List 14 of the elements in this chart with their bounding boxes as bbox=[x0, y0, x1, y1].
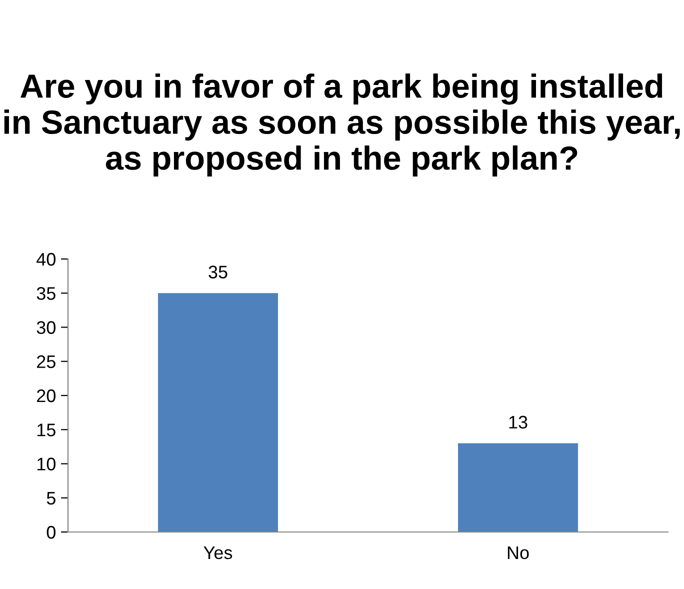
data-label: 13 bbox=[509, 416, 528, 429]
x-tick-label: Yes bbox=[204, 546, 232, 560]
chart-title: Are you in favor of a park being installed in Sanctuary as soon as possible this year, as proposed in the park plan? bbox=[4, 73, 680, 177]
y-tick-label: 20 bbox=[37, 389, 56, 402]
y-tick-label: 25 bbox=[37, 355, 56, 368]
y-tick-label: 10 bbox=[37, 458, 56, 470]
x-tick-label: No bbox=[508, 546, 529, 560]
y-tick-label: 5 bbox=[46, 492, 56, 505]
y-tick-label: 15 bbox=[37, 424, 56, 436]
y-tick-label: 40 bbox=[36, 252, 56, 266]
data-label: 35 bbox=[208, 266, 228, 278]
y-tick-label: 30 bbox=[36, 321, 56, 334]
y-tick-label: 0 bbox=[46, 526, 56, 539]
y-tick-label: 35 bbox=[36, 287, 56, 300]
